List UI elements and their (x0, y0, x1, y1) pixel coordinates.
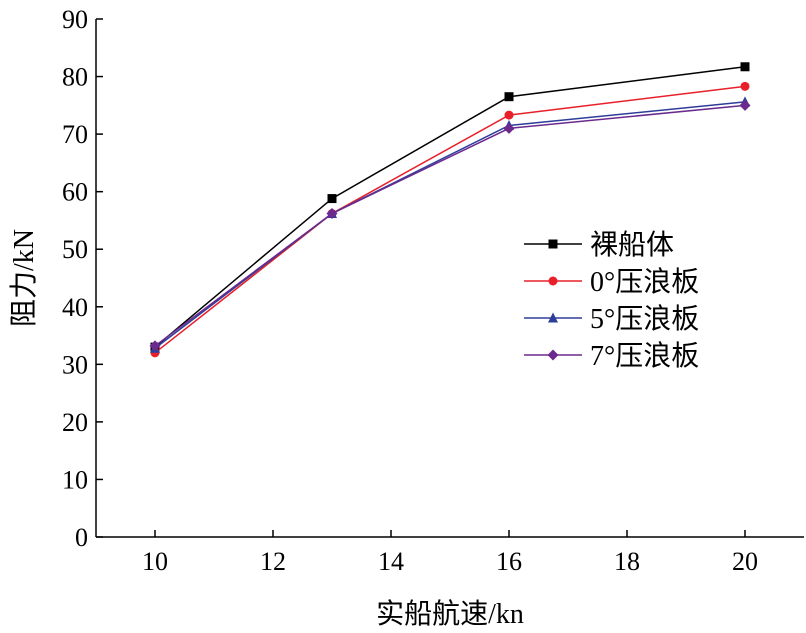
legend-entry-2: 5°压浪板 (524, 303, 699, 335)
data-point-square (327, 194, 337, 204)
series-line (154, 85, 746, 354)
data-point-square (548, 239, 558, 249)
x-tick-label: 16 (496, 547, 522, 576)
x-tick-label: 14 (378, 547, 404, 576)
series-line (154, 104, 746, 347)
y-tick-label: 50 (62, 235, 88, 264)
legend-entry-1: 0°压浪板 (524, 266, 699, 298)
plot-area (149, 62, 751, 358)
legend-label: 7°压浪板 (590, 340, 699, 372)
data-point-circle (504, 110, 514, 120)
x-tick-label: 18 (614, 547, 640, 576)
y-tick-label: 80 (62, 63, 88, 92)
y-tick-label: 90 (62, 5, 88, 34)
legend-label: 5°压浪板 (590, 303, 699, 335)
data-point-diamond (503, 122, 515, 134)
y-tick-label: 40 (62, 293, 88, 322)
axes: 0 10 20 30 40 50 60 70 80 90 10 12 14 16 18 20 (62, 5, 804, 576)
data-point-triangle (548, 312, 558, 323)
data-point-circle (740, 81, 750, 91)
x-tick-label: 10 (142, 547, 168, 576)
y-tick-label: 20 (62, 408, 88, 437)
series-3 (149, 99, 751, 352)
series-line (154, 101, 746, 349)
y-tick-label: 10 (62, 465, 88, 494)
legend-entry-3: 7°压浪板 (524, 340, 699, 372)
y-axis-label: 阻力/kN (8, 229, 40, 327)
data-point-square (740, 62, 750, 72)
data-point-diamond (149, 340, 161, 352)
data-point-diamond (547, 349, 559, 361)
x-tick-label: 12 (260, 547, 286, 576)
y-tick-label: 60 (62, 178, 88, 207)
data-point-diamond (326, 208, 338, 220)
legend-entry-0: 裸船体 (524, 229, 674, 261)
x-tick-label: 20 (732, 547, 758, 576)
legend-label: 裸船体 (590, 229, 674, 261)
y-tick-label: 30 (62, 350, 88, 379)
x-axis-label: 实船航速/kn (376, 598, 524, 630)
y-tick-label: 70 (62, 120, 88, 149)
legend: 裸船体 0°压浪板 5°压浪板 7°压浪板 (524, 229, 699, 372)
legend-label: 0°压浪板 (590, 266, 699, 298)
data-point-circle (548, 276, 558, 286)
series-line (154, 66, 746, 348)
data-point-square (504, 92, 514, 102)
y-tick-label: 0 (75, 523, 88, 552)
data-point-diamond (739, 99, 751, 111)
